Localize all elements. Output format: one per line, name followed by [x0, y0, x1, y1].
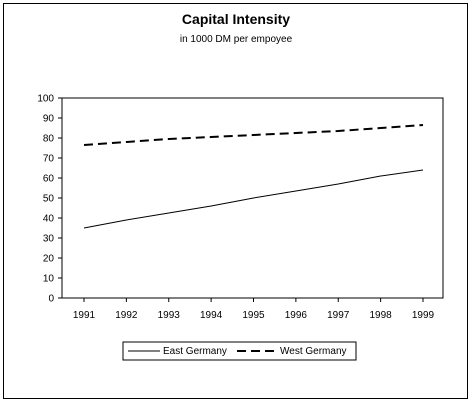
- y-tick-label: 20: [43, 254, 55, 265]
- x-tick-label: 1993: [158, 310, 181, 321]
- x-tick-label: 1994: [200, 310, 223, 321]
- y-tick-label: 50: [43, 194, 55, 205]
- x-tick-label: 1995: [242, 310, 265, 321]
- y-tick-label: 70: [43, 154, 55, 165]
- series-line-east-germany: [83, 169, 424, 229]
- x-tick-label: 1998: [370, 310, 393, 321]
- y-tick-label: 40: [43, 214, 55, 225]
- legend-label-east-germany: East Germany: [163, 346, 227, 357]
- y-axis: 0 10 20 30 40 50 60 70 80 90 100: [37, 94, 62, 305]
- x-tick-label: 1991: [73, 310, 96, 321]
- y-tick-label: 0: [48, 294, 54, 305]
- y-tick-label: 10: [43, 274, 55, 285]
- y-tick-label: 100: [37, 94, 54, 105]
- series-line-west-germany: [83, 124, 424, 146]
- legend-label-west-germany: West Germany: [280, 346, 347, 357]
- x-tick-label: 1999: [412, 310, 435, 321]
- y-tick-label: 60: [43, 174, 55, 185]
- x-tick-label: 1997: [327, 310, 350, 321]
- y-tick-label: 80: [43, 134, 55, 145]
- series-lines: [83, 124, 424, 229]
- chart-title: Capital Intensity: [182, 11, 290, 27]
- x-axis: 1991 1992 1993 1994 1995 1996 1997 1998 1999: [73, 298, 435, 321]
- x-tick-label: 1992: [115, 310, 138, 321]
- chart-subtitle: in 1000 DM per empoyee: [180, 34, 293, 45]
- y-tick-label: 30: [43, 234, 55, 245]
- y-tick-label: 90: [43, 114, 55, 125]
- x-tick-label: 1996: [285, 310, 308, 321]
- legend: East Germany West Germany: [122, 341, 357, 361]
